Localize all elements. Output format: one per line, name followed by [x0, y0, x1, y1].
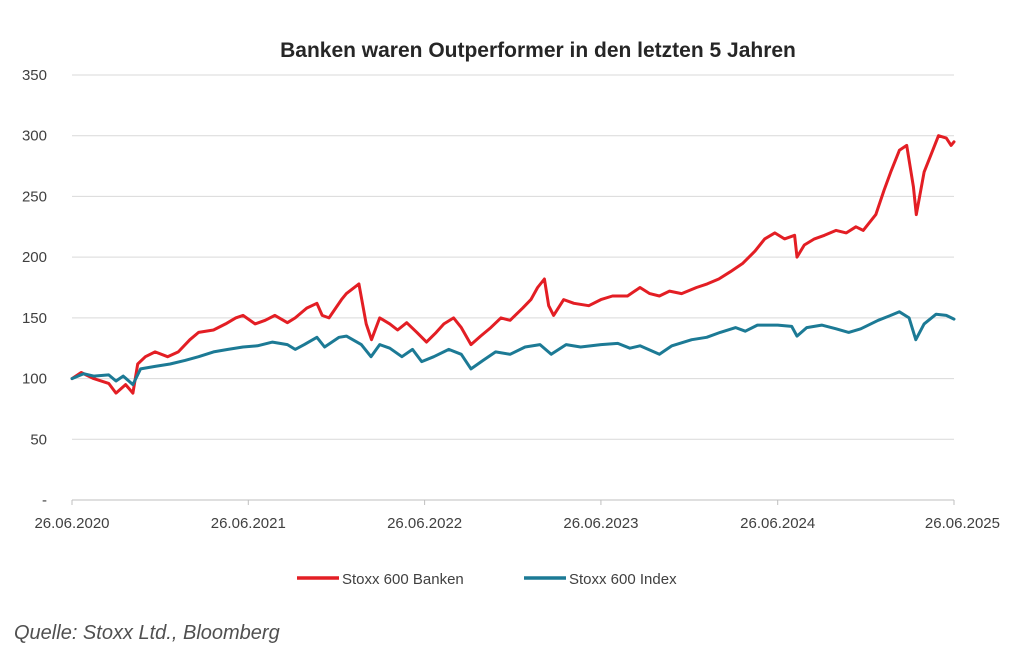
- grid: [72, 74, 954, 440]
- y-tick-label-0: -: [42, 492, 47, 509]
- x-tick-label-3: 26.06.2023: [563, 515, 638, 532]
- x-tick-label-5: 26.06.2025: [925, 515, 1000, 532]
- x-axis: 26.06.2020 26.06.2021 26.06.2022 26.06.2023…: [34, 499, 1000, 532]
- x-tick-label-4: 26.06.2024: [740, 515, 815, 532]
- y-tick-label-250: 250: [22, 188, 47, 205]
- y-tick-label-200: 200: [22, 249, 47, 266]
- legend-label-0: Stoxx 600 Banken: [342, 571, 464, 588]
- x-tick-label-1: 26.06.2021: [211, 515, 286, 532]
- series-line-1: [70, 310, 956, 387]
- y-axis: - 50 100 150 200 250 300 350: [22, 67, 47, 509]
- y-tick-label-150: 150: [22, 310, 47, 327]
- x-tick-label-2: 26.06.2022: [387, 515, 462, 532]
- line-chart: Banken waren Outperformer in den letzten…: [22, 39, 1000, 588]
- legend-label-1: Stoxx 600 Index: [569, 571, 677, 588]
- x-tick-label-0: 26.06.2020: [34, 515, 109, 532]
- series-lines: [70, 134, 956, 395]
- y-tick-label-300: 300: [22, 128, 47, 145]
- source-note: Quelle: Stoxx Ltd., Bloomberg: [14, 622, 280, 644]
- y-tick-label-50: 50: [30, 431, 47, 448]
- series-line-0: [70, 134, 956, 395]
- y-tick-label-100: 100: [22, 371, 47, 388]
- y-tick-label-350: 350: [22, 67, 47, 84]
- chart-title: Banken waren Outperformer in den letzten…: [280, 39, 796, 62]
- legend: Stoxx 600 Banken Stoxx 600 Index: [297, 571, 677, 588]
